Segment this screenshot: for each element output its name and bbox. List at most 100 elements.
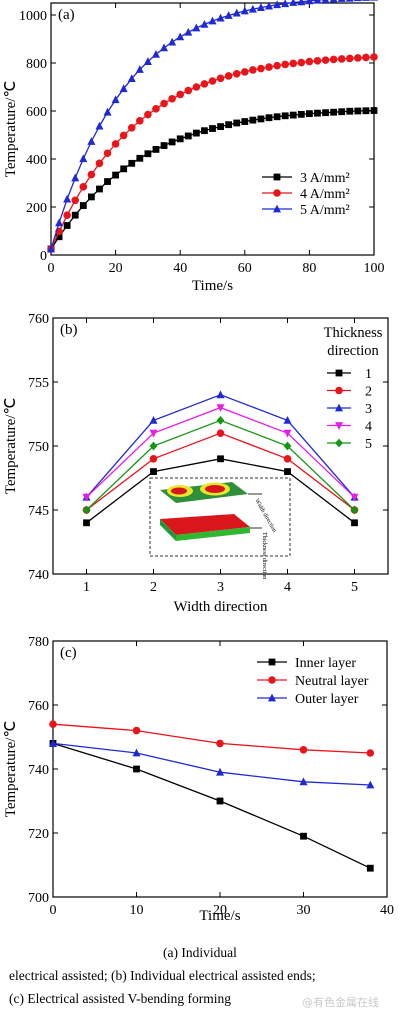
data-point — [95, 121, 104, 130]
y-tick-label: 720 — [28, 827, 49, 842]
data-point — [144, 150, 152, 158]
plot-frame — [50, 2, 375, 256]
y-tick-label: 200 — [26, 201, 47, 216]
data-point — [216, 797, 224, 805]
data-point — [133, 765, 140, 773]
data-point — [63, 211, 71, 219]
data-point — [289, 111, 297, 119]
data-point — [83, 519, 90, 527]
y-tick-label: 745 — [28, 504, 49, 519]
legend-label: 5 — [365, 437, 372, 452]
data-point — [265, 114, 273, 122]
data-point — [216, 404, 225, 412]
data-point — [119, 131, 128, 140]
data-point — [184, 132, 192, 140]
inset-label-thickness: Thickness direction — [261, 532, 267, 579]
data-point — [216, 13, 225, 22]
data-point — [224, 11, 233, 19]
data-point — [150, 468, 157, 475]
data-point — [152, 105, 160, 113]
data-point — [47, 244, 55, 253]
x-tick-label: 40 — [380, 903, 394, 918]
series-line — [50, 56, 375, 250]
data-point — [305, 57, 314, 66]
data-point — [128, 159, 136, 167]
data-point — [168, 138, 176, 146]
data-point — [217, 123, 224, 130]
legend-label: 5 A/mm² — [300, 203, 350, 218]
data-point — [265, 63, 273, 71]
data-point — [329, 55, 338, 64]
data-point — [289, 59, 298, 68]
legend-marker — [268, 658, 276, 666]
data-point — [281, 60, 289, 69]
data-point — [209, 125, 216, 132]
legend-marker — [273, 204, 281, 213]
data-point — [354, 107, 362, 115]
data-point — [297, 58, 306, 67]
x-tick-label: 60 — [238, 261, 252, 276]
data-point — [289, 0, 298, 6]
series-2 — [47, 0, 378, 253]
data-point — [216, 416, 225, 425]
legend-label: 2 — [365, 385, 372, 400]
series-3 — [82, 404, 359, 502]
data-point — [120, 165, 128, 173]
data-point — [144, 110, 152, 119]
y-tick-label: 740 — [28, 763, 49, 778]
data-point — [273, 0, 282, 9]
data-point — [149, 429, 158, 438]
data-point — [305, 0, 314, 5]
caption-line-3: (c) Electrical assisted V-bending formin… — [9, 991, 231, 1006]
data-point — [151, 49, 160, 58]
y-axis-label: Temperature/℃ — [3, 81, 19, 178]
data-point — [330, 108, 338, 116]
data-point — [366, 780, 375, 789]
data-point — [370, 53, 378, 61]
data-point — [192, 83, 201, 91]
data-point — [224, 72, 233, 80]
data-point — [127, 74, 136, 82]
x-tick-label: 3 — [217, 580, 224, 595]
data-point — [353, 0, 362, 2]
x-tick-label: 2 — [150, 580, 157, 595]
data-point — [176, 90, 184, 99]
data-point — [257, 115, 265, 123]
x-tick-label: 4 — [284, 580, 291, 595]
series-line — [52, 742, 371, 869]
data-point — [354, 54, 362, 62]
data-point — [103, 107, 112, 116]
series-0 — [47, 107, 378, 253]
data-point — [103, 149, 112, 158]
data-point — [160, 99, 168, 108]
data-point — [63, 222, 71, 229]
data-point — [87, 170, 96, 179]
x-axis-label: Time/s — [199, 908, 240, 924]
data-point — [95, 159, 104, 168]
y-tick-label: 700 — [28, 891, 49, 906]
series-line — [52, 742, 371, 786]
data-point — [283, 416, 292, 424]
data-point — [82, 493, 91, 502]
data-point — [79, 154, 88, 163]
data-point — [299, 777, 308, 786]
data-point — [322, 109, 329, 117]
x-tick-label: 10 — [130, 903, 144, 918]
legend-marker — [335, 386, 343, 395]
data-point — [71, 211, 79, 219]
data-point — [132, 748, 141, 757]
y-axis-label: Temperature/℃ — [3, 721, 19, 818]
data-point — [168, 94, 176, 103]
chart-1: 1 2 3 4 5 740 745 750 755 760 Width direction Tempe… — [3, 312, 389, 615]
inset-core-right — [205, 485, 225, 493]
data-point — [281, 112, 289, 120]
data-point — [241, 118, 249, 125]
panel-label: (a) — [58, 7, 75, 23]
chart-0: 0 20 40 60 80 10002004006008001000Time/sTempe… — [3, 0, 385, 294]
data-point — [149, 455, 158, 463]
y-tick-label: 800 — [26, 57, 47, 72]
data-point — [136, 117, 144, 125]
x-tick-label: 5 — [351, 580, 358, 595]
data-point — [143, 57, 152, 65]
